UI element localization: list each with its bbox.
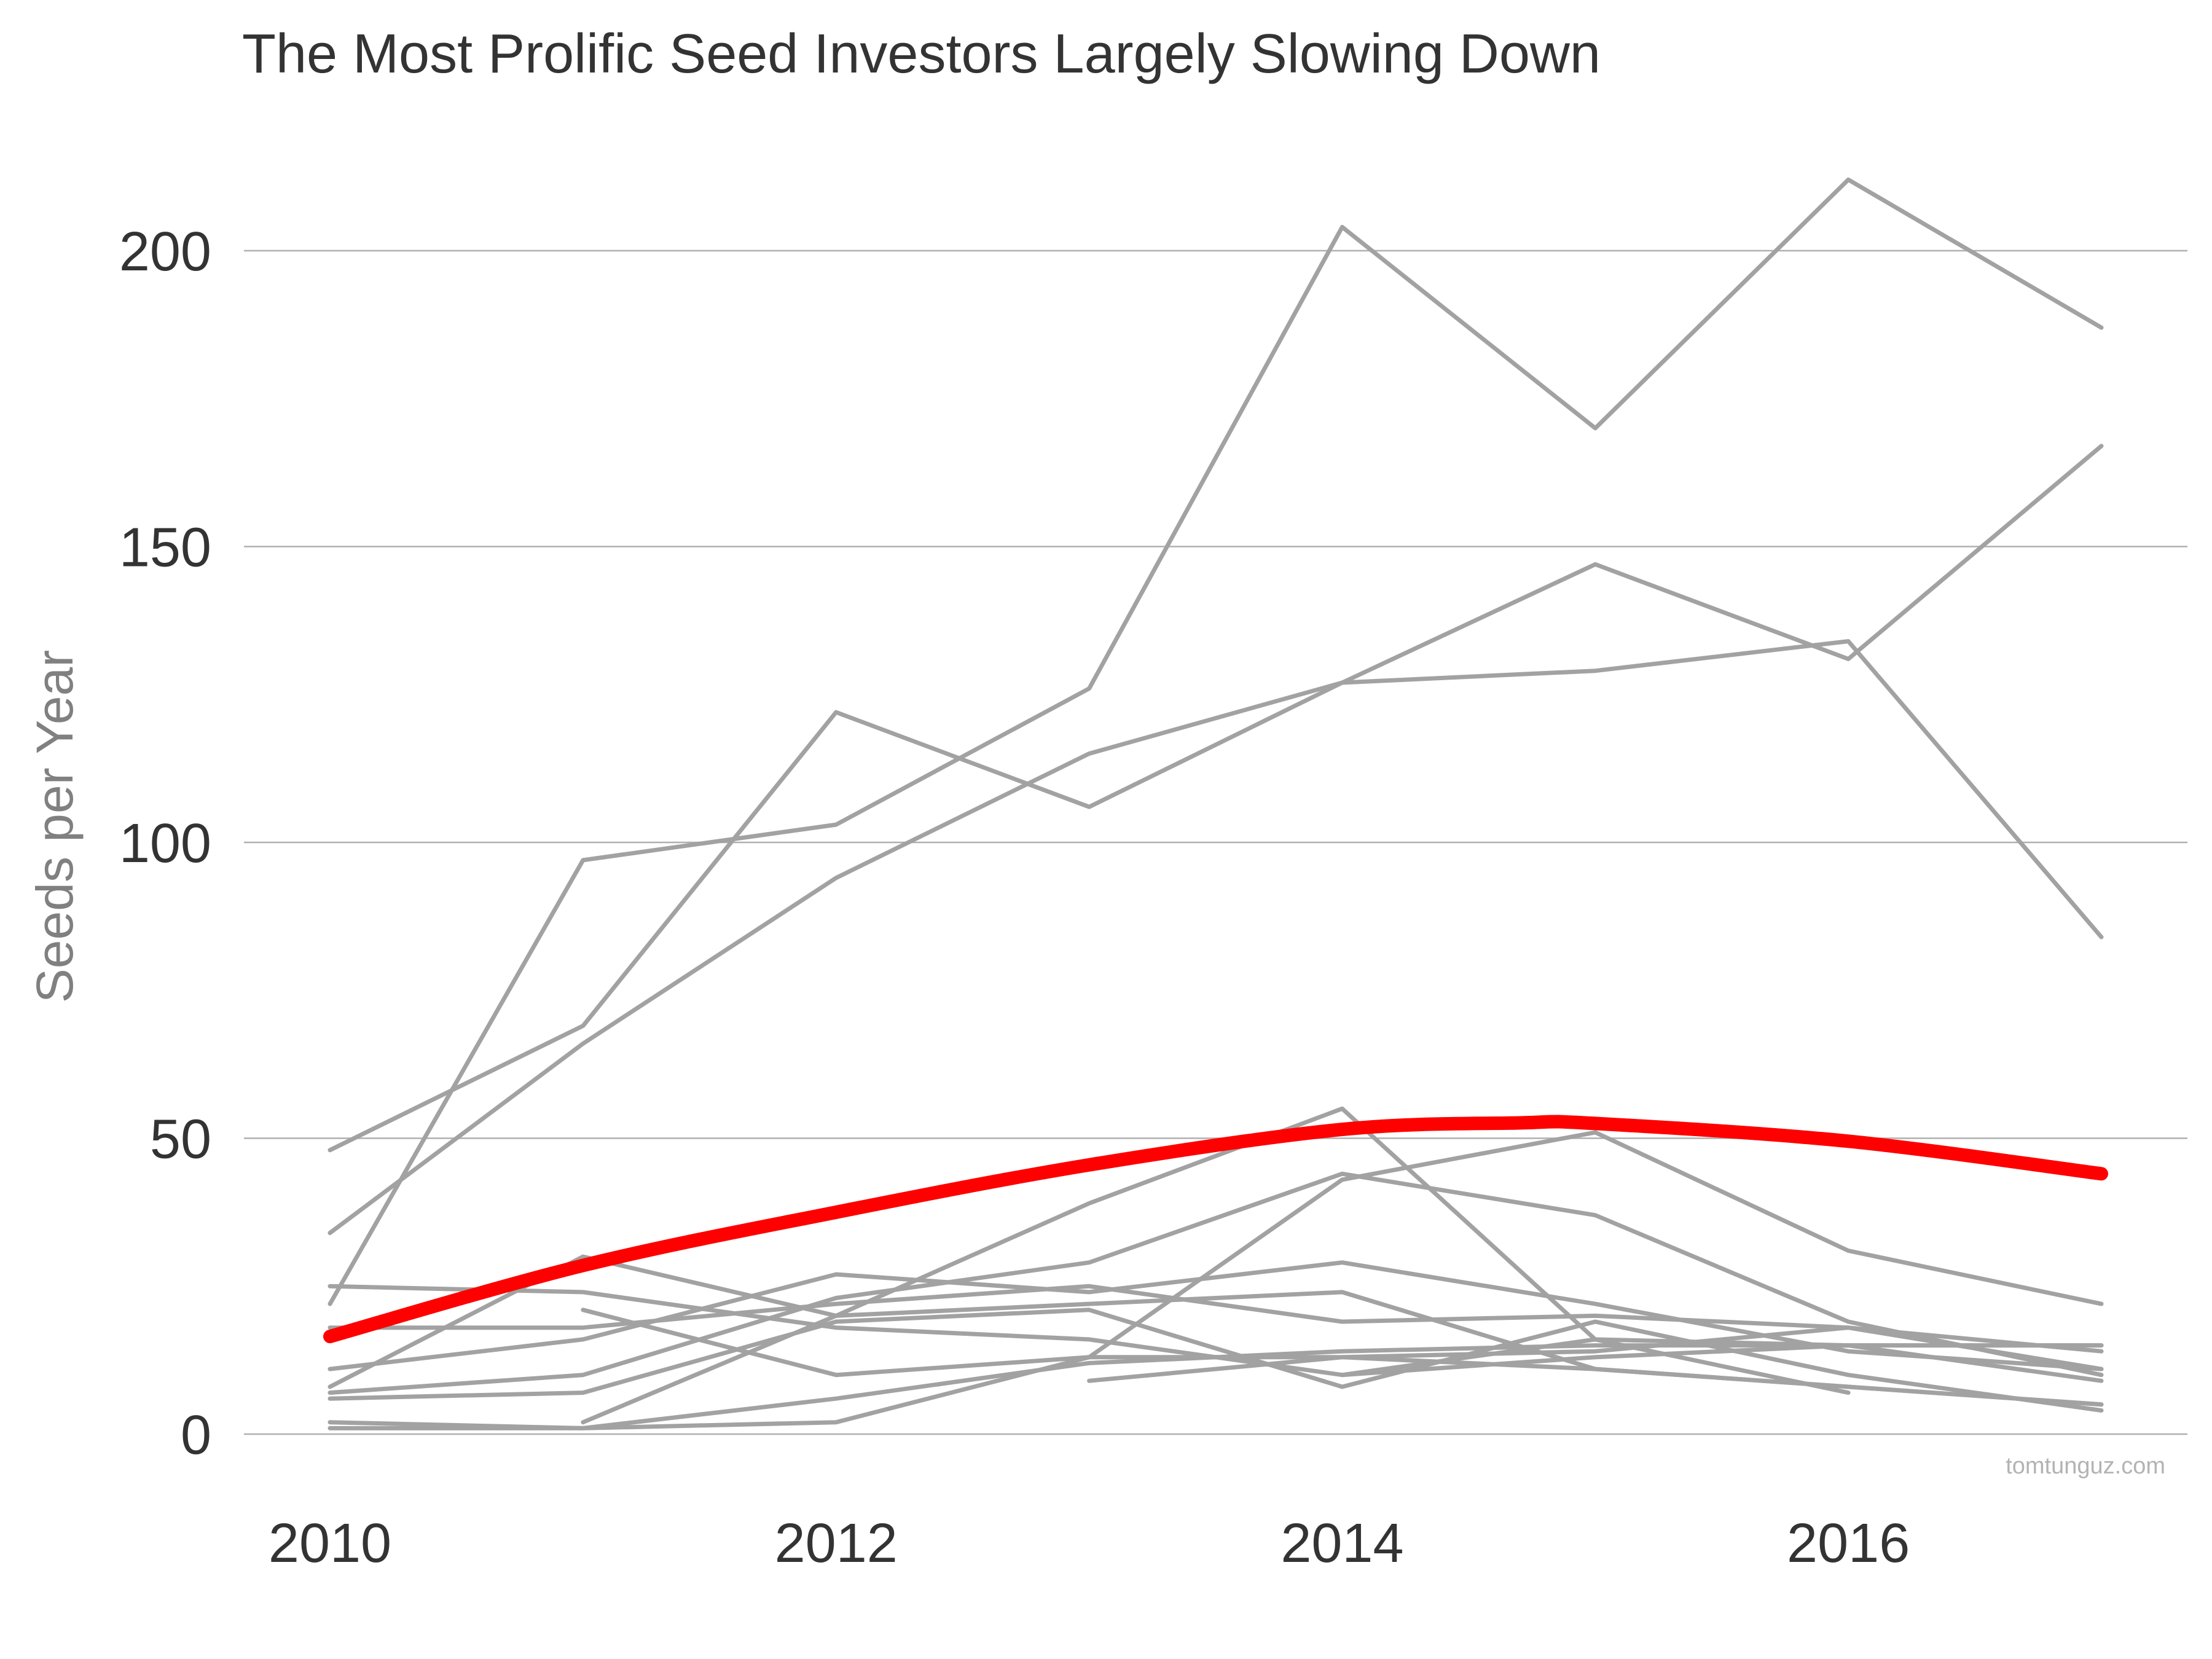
y-tick-label: 200 [119,221,211,283]
y-tick-label: 150 [119,517,211,579]
x-tick-label: 2014 [1281,1513,1403,1574]
x-tick-label: 2012 [775,1513,898,1574]
investor-series [327,177,2104,1430]
series-line-investor-1 [327,177,2104,1306]
chart-title: The Most Prolific Seed Investors Largely… [242,23,1601,85]
x-tick-label: 2016 [1787,1513,1910,1574]
series-line-investor-10 [327,1130,2104,1430]
series-line-investor-3 [327,639,2104,1153]
y-tick-label: 0 [181,1405,211,1466]
y-axis-label: Seeds per Year [26,650,84,1003]
series-line-investor-13 [1087,1325,2104,1383]
y-tick-label: 100 [119,813,211,874]
trend-line-average [323,1115,2108,1344]
x-tick-labels: 2010 2012 2014 2016 [269,1513,1910,1574]
x-tick-label: 2010 [269,1513,391,1574]
credit-label: tomtunguz.com [2006,1453,2165,1479]
y-tick-labels: 0 50 100 150 200 [119,221,211,1466]
grid-lines [244,249,2187,1435]
series-line-investor-15 [1339,1337,2104,1383]
series-line-investor-5 [327,1171,2104,1395]
trend-layer [323,1115,2108,1344]
series-line-investor-9 [327,1308,2104,1413]
series-line-investor-14 [581,1290,2104,1425]
y-tick-label: 50 [150,1109,211,1171]
series-line-investor-2 [327,444,2104,1236]
series-line-investor-8 [327,1284,2104,1354]
